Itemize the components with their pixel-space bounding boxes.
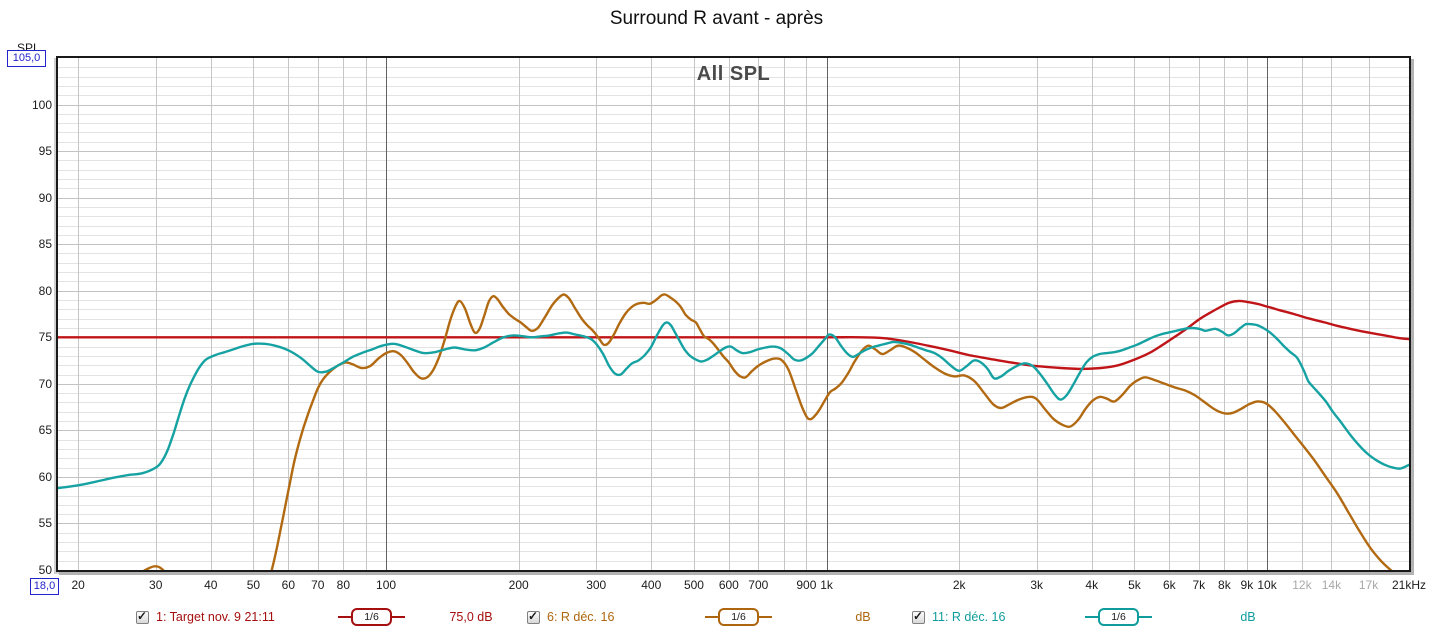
x-tick-label-9k: 9k <box>1240 578 1254 592</box>
smoothing-badge[interactable]: 1/6 <box>351 608 392 626</box>
x-tick-label-80: 80 <box>336 578 351 592</box>
y-tick-label-55: 55 <box>38 516 52 531</box>
x-tick-label-300: 300 <box>586 578 607 592</box>
y-tick-label-65: 65 <box>38 423 52 438</box>
y-tick-label-75: 75 <box>38 330 52 345</box>
smoothing-badge[interactable]: 1/6 <box>1098 608 1139 626</box>
x-tick-label-6k: 6k <box>1162 578 1176 592</box>
x-tick-label-30: 30 <box>149 578 163 592</box>
x-tick-label-60: 60 <box>281 578 296 592</box>
smoothing-line-left <box>338 616 351 618</box>
series-line-r-dec16-apres <box>58 321 1409 490</box>
measurement-checkbox-r-dec16-apres[interactable]: ✓ <box>912 609 925 624</box>
y-tick-label-70: 70 <box>38 376 52 391</box>
x-axis-min-input[interactable]: 18,0 <box>30 578 59 595</box>
smoothing-line-right <box>392 616 405 618</box>
y-tick-label-90: 90 <box>38 190 52 205</box>
smoothing-line-left <box>1085 616 1098 618</box>
smoothing-badge[interactable]: 1/6 <box>718 608 759 626</box>
x-tick-label-8k: 8k <box>1218 578 1231 592</box>
y-tick-label-50: 50 <box>38 563 52 577</box>
measurement-checkbox-r-dec16-avant[interactable]: ✓ <box>527 609 540 624</box>
x-tick-label-100: 100 <box>376 578 397 592</box>
y-tick-label-80: 80 <box>38 283 52 298</box>
series-line-r-dec16-avant <box>142 293 1393 570</box>
x-tick-label-2k: 2k <box>952 578 966 592</box>
y-tick-label-85: 85 <box>38 237 52 252</box>
x-tick-label-4k: 4k <box>1085 578 1099 592</box>
x-tick-label-1k: 1k <box>820 578 833 592</box>
measurement-label-r-dec16-avant[interactable]: 6: R déc. 16 <box>547 610 615 624</box>
x-tick-label-900: 900 <box>796 578 817 592</box>
x-tick-label-50: 50 <box>246 578 261 592</box>
y-tick-label-60: 60 <box>38 469 52 484</box>
legend-bar: ✓ 1: Target nov. 9 21:11 1/6 75,0 dB ✓ 6: R d… <box>0 600 1433 632</box>
measurement-label-target[interactable]: 1: Target nov. 9 21:11 <box>156 610 275 624</box>
x-tick-label-12k: 12k <box>1292 578 1312 592</box>
x-tick-label-14k: 14k <box>1321 578 1342 592</box>
y-tick-label-95: 95 <box>38 144 52 159</box>
y-tick-label-100: 100 <box>31 97 52 112</box>
smoothing-control-target[interactable]: 1/6 <box>338 608 405 626</box>
measurement-checkbox-target[interactable]: ✓ <box>136 609 149 624</box>
smoothing-control-r-dec16-apres[interactable]: 1/6 <box>1085 608 1152 626</box>
smoothing-line-left <box>705 616 718 618</box>
window-title: Surround R avant - après <box>609 8 824 29</box>
checkmark-icon: ✓ <box>528 609 539 623</box>
series-curves <box>58 293 1409 570</box>
x-tick-label-600: 600 <box>718 578 739 592</box>
smoothing-control-r-dec16-avant[interactable]: 1/6 <box>705 608 772 626</box>
x-tick-label-3k: 3k <box>1030 578 1044 592</box>
checkmark-icon: ✓ <box>913 609 924 623</box>
x-tick-label-40: 40 <box>204 578 218 592</box>
x-tick-label-10k: 10k <box>1257 578 1277 592</box>
x-tick-label-500: 500 <box>683 578 704 592</box>
x-tick-label-200: 200 <box>508 578 529 592</box>
x-tick-label-20: 20 <box>71 578 85 592</box>
x-tick-label-7k: 7k <box>1192 578 1206 592</box>
x-tick-label-400: 400 <box>641 578 662 592</box>
level-value-r-dec16-avant: dB <box>855 610 871 624</box>
x-tick-label-5k: 5k <box>1128 578 1141 592</box>
x-tick-label-70: 70 <box>311 578 325 592</box>
level-value-target: 75,0 dB <box>449 610 493 624</box>
level-value-r-dec16-apres: dB <box>1240 610 1256 624</box>
spl-chart <box>58 58 1409 570</box>
y-axis-max-input[interactable]: 105,0 <box>7 50 46 67</box>
x-tick-label-17k: 17k <box>1358 578 1379 592</box>
x-tick-label-21kHz: 21kHz <box>1391 578 1427 592</box>
smoothing-line-right <box>759 616 772 618</box>
measurement-label-r-dec16-apres[interactable]: 11: R déc. 16 <box>932 610 1006 624</box>
checkmark-icon: ✓ <box>137 609 148 623</box>
smoothing-line-right <box>1139 616 1152 618</box>
chart-title: All SPL <box>696 63 771 85</box>
x-tick-label-700: 700 <box>748 578 769 592</box>
plot-area[interactable]: All SPL <box>56 56 1411 572</box>
series-line-target <box>58 299 1409 371</box>
